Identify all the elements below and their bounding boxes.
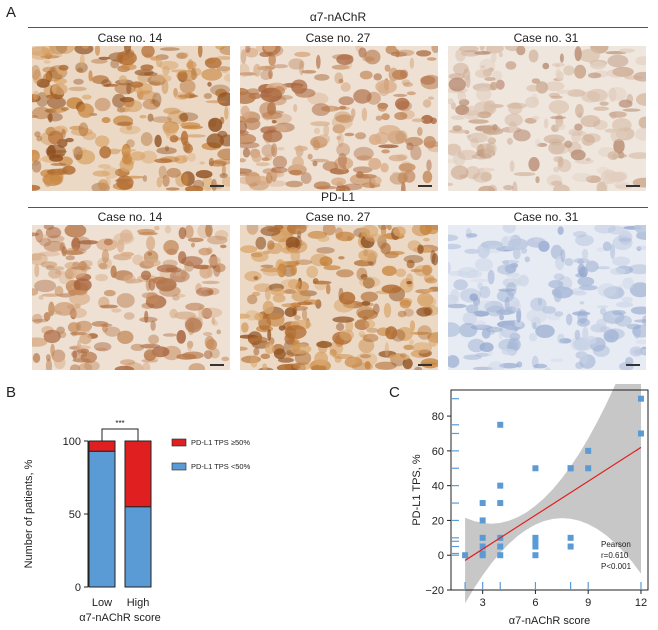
data-point bbox=[479, 550, 486, 557]
micrograph-pdl1-case27 bbox=[240, 225, 438, 370]
y-tick-label: 0 bbox=[75, 582, 81, 594]
micrograph-pdl1-case31 bbox=[448, 225, 646, 370]
section-title-alpha7: α7-nAChR bbox=[309, 10, 367, 24]
stacked-bar-chart: *** Number of patients, % α7-nAChR score… bbox=[23, 419, 251, 624]
data-point bbox=[479, 517, 486, 524]
annotation-line: P<0.001 bbox=[601, 562, 632, 571]
bar-segment bbox=[124, 440, 152, 508]
data-point bbox=[585, 465, 592, 472]
regression-line bbox=[464, 446, 642, 561]
x-tick-label: High bbox=[127, 597, 150, 609]
scale-bar bbox=[626, 364, 640, 366]
y-axis-label: PD-L1 TPS, % bbox=[411, 454, 423, 526]
pearson-annotation: Pearson r=0.610 P<0.001 bbox=[601, 540, 632, 571]
data-point bbox=[637, 395, 644, 402]
scatter-plot: −20 0 20 40 60 80 3 6 9 12 PD-L1 TPS, % α7-nAChR … bbox=[411, 384, 649, 627]
data-point bbox=[532, 552, 539, 559]
data-point bbox=[497, 500, 504, 507]
y-axis-label: Number of patients, % bbox=[23, 459, 35, 568]
data-point bbox=[532, 465, 539, 472]
case-label: Case no. 31 bbox=[513, 31, 579, 45]
panel-c-letter: C bbox=[389, 384, 400, 401]
legend-swatch bbox=[171, 438, 187, 447]
micrograph-alpha7-case14 bbox=[32, 46, 230, 191]
panel-a-letter: A bbox=[6, 4, 17, 21]
scale-bar bbox=[418, 185, 432, 187]
x-axis-label: α7-nAChR score bbox=[509, 615, 591, 627]
y-tick-label: 60 bbox=[432, 446, 444, 458]
micrograph-alpha7-case31 bbox=[448, 46, 646, 191]
section-title-pdl1: PD-L1 bbox=[320, 190, 355, 204]
case-label: Case no. 27 bbox=[305, 31, 371, 45]
y-tick-label: 0 bbox=[438, 550, 444, 562]
data-point bbox=[637, 430, 644, 437]
bar-segment bbox=[88, 450, 116, 588]
y-tick-label: 100 bbox=[63, 436, 81, 448]
case-label: Case no. 14 bbox=[97, 31, 163, 45]
data-point bbox=[532, 534, 539, 541]
data-point bbox=[532, 543, 539, 550]
data-point bbox=[532, 538, 539, 545]
section-divider bbox=[28, 27, 648, 28]
significance-label: *** bbox=[115, 419, 124, 428]
plot-frame bbox=[450, 389, 649, 591]
x-tick-label: 9 bbox=[585, 597, 591, 609]
x-tick-label: Low bbox=[92, 597, 112, 609]
legend-label: PD-L1 TPS <50% bbox=[191, 462, 251, 471]
y-tick-label: −20 bbox=[425, 585, 444, 597]
data-point bbox=[567, 534, 574, 541]
confidence-band bbox=[465, 384, 641, 604]
data-point bbox=[497, 552, 504, 559]
data-point bbox=[497, 543, 504, 550]
data-point bbox=[567, 465, 574, 472]
y-tick-label: 50 bbox=[69, 509, 81, 521]
data-point bbox=[479, 500, 486, 507]
data-point bbox=[567, 543, 574, 550]
micrograph-alpha7-case27 bbox=[240, 46, 438, 191]
y-tick-label: 40 bbox=[432, 481, 444, 493]
micrograph-pdl1-case14 bbox=[32, 225, 230, 370]
legend-swatch bbox=[171, 462, 187, 471]
panel-b-letter: B bbox=[6, 384, 17, 401]
legend-label: PD-L1 TPS ≥50% bbox=[191, 438, 250, 447]
x-axis-label: α7-nAChR score bbox=[79, 612, 161, 624]
x-tick-label: 6 bbox=[532, 597, 538, 609]
data-point bbox=[497, 482, 504, 489]
case-label: Case no. 31 bbox=[513, 210, 579, 224]
data-point bbox=[479, 534, 486, 541]
y-tick-label: 20 bbox=[432, 515, 444, 527]
annotation-line: r=0.610 bbox=[601, 551, 629, 560]
x-tick-label: 12 bbox=[635, 597, 647, 609]
scale-bar bbox=[626, 185, 640, 187]
significance-bracket bbox=[101, 428, 139, 441]
data-point bbox=[479, 543, 486, 550]
scale-bar bbox=[210, 185, 224, 187]
scale-bar bbox=[210, 364, 224, 366]
case-label: Case no. 27 bbox=[305, 210, 371, 224]
bar-segment bbox=[124, 506, 152, 588]
data-point bbox=[585, 447, 592, 454]
case-label: Case no. 14 bbox=[97, 210, 163, 224]
annotation-line: Pearson bbox=[601, 540, 631, 549]
data-point bbox=[462, 552, 469, 559]
x-tick-label: 3 bbox=[480, 597, 486, 609]
scale-bar bbox=[418, 364, 432, 366]
bar-segment bbox=[88, 440, 116, 452]
data-point bbox=[497, 421, 504, 428]
y-tick-label: 80 bbox=[432, 411, 444, 423]
section-divider bbox=[28, 207, 648, 208]
